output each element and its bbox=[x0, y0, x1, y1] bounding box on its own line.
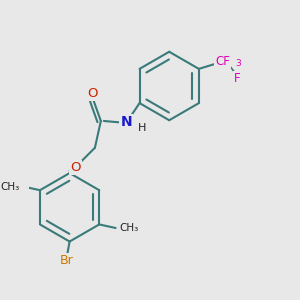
Text: O: O bbox=[87, 87, 98, 100]
Text: N: N bbox=[120, 116, 132, 130]
Text: CF: CF bbox=[215, 55, 230, 68]
Text: H: H bbox=[138, 123, 147, 134]
Text: O: O bbox=[70, 160, 81, 174]
Text: F: F bbox=[234, 72, 241, 85]
Text: 3: 3 bbox=[235, 59, 241, 68]
Text: Br: Br bbox=[60, 254, 74, 267]
Text: CH₃: CH₃ bbox=[1, 182, 20, 192]
Text: CH₃: CH₃ bbox=[119, 223, 138, 233]
